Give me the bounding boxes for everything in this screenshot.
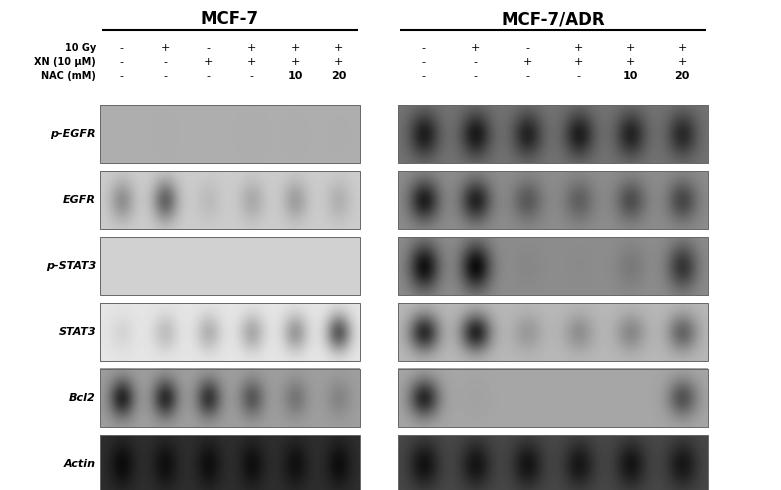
Bar — [398, 435, 708, 490]
Bar — [398, 303, 708, 361]
Text: +: + — [677, 43, 686, 53]
Text: +: + — [247, 43, 256, 53]
Text: -: - — [525, 71, 530, 81]
Text: 10: 10 — [287, 71, 303, 81]
Text: +: + — [677, 57, 686, 67]
Text: -: - — [422, 43, 426, 53]
Text: -: - — [525, 43, 530, 53]
Text: -: - — [206, 43, 210, 53]
Text: 10 Gy: 10 Gy — [65, 43, 96, 53]
Text: -: - — [473, 57, 477, 67]
Text: +: + — [574, 57, 583, 67]
Text: +: + — [247, 57, 256, 67]
Text: -: - — [119, 43, 123, 53]
Text: -: - — [473, 71, 477, 81]
Text: +: + — [333, 57, 343, 67]
Text: NAC (mM): NAC (mM) — [41, 71, 96, 81]
Text: +: + — [333, 43, 343, 53]
Text: +: + — [574, 43, 583, 53]
Text: -: - — [250, 71, 254, 81]
Text: +: + — [471, 43, 480, 53]
Text: +: + — [626, 43, 635, 53]
Text: Bcl2: Bcl2 — [70, 393, 96, 403]
Bar — [100, 171, 360, 229]
Text: MCF-7/ADR: MCF-7/ADR — [501, 10, 604, 28]
Bar — [398, 105, 708, 163]
Text: 20: 20 — [330, 71, 346, 81]
Bar — [100, 303, 360, 361]
Bar — [398, 237, 708, 295]
Text: p-STAT3: p-STAT3 — [46, 261, 96, 271]
Bar — [100, 369, 360, 427]
Bar — [398, 171, 708, 229]
Text: +: + — [522, 57, 532, 67]
Bar — [398, 369, 708, 427]
Text: STAT3: STAT3 — [59, 327, 96, 337]
Text: +: + — [291, 57, 300, 67]
Text: 10: 10 — [622, 71, 638, 81]
Text: -: - — [206, 71, 210, 81]
Text: Actin: Actin — [64, 459, 96, 469]
Text: 20: 20 — [675, 71, 690, 81]
Text: -: - — [163, 71, 167, 81]
Text: -: - — [163, 57, 167, 67]
Bar — [100, 105, 360, 163]
Text: -: - — [119, 71, 123, 81]
Text: +: + — [160, 43, 169, 53]
Text: EGFR: EGFR — [63, 195, 96, 205]
Text: +: + — [626, 57, 635, 67]
Bar — [100, 435, 360, 490]
Text: -: - — [422, 57, 426, 67]
Text: -: - — [119, 57, 123, 67]
Text: XN (10 μM): XN (10 μM) — [34, 57, 96, 67]
Text: -: - — [422, 71, 426, 81]
Text: +: + — [204, 57, 213, 67]
Text: MCF-7: MCF-7 — [201, 10, 259, 28]
Bar — [100, 237, 360, 295]
Text: -: - — [577, 71, 581, 81]
Text: p-EGFR: p-EGFR — [51, 129, 96, 139]
Text: +: + — [291, 43, 300, 53]
